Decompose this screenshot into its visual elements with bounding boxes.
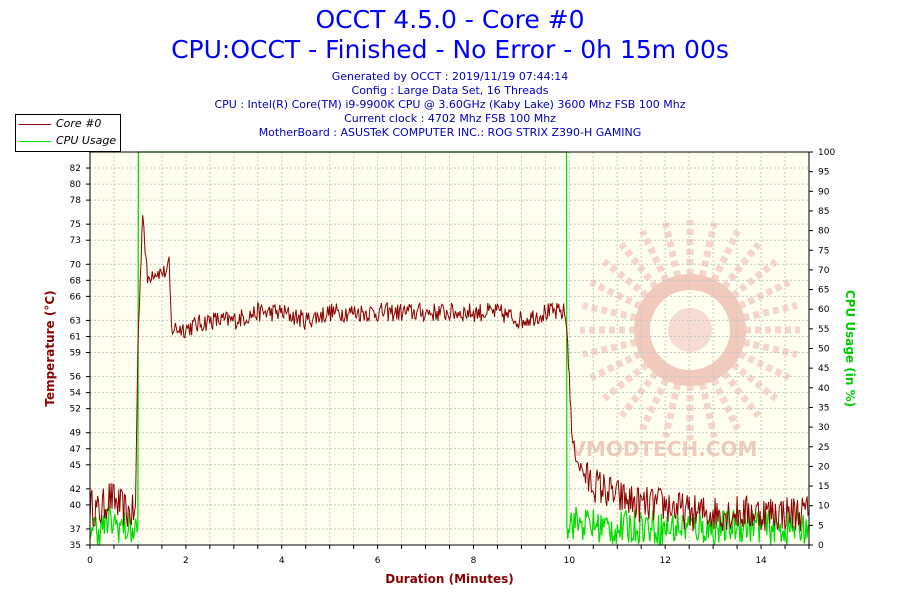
y-right-tick-label: 10 — [818, 502, 830, 512]
x-tick-label: 6 — [375, 556, 381, 566]
y-right-tick-label: 55 — [818, 325, 829, 335]
y-right-tick-label: 95 — [818, 168, 829, 178]
y-right-tick-label: 5 — [818, 521, 824, 531]
y-left-tick-label: 82 — [70, 164, 81, 174]
y-left-tick-label: 42 — [70, 485, 81, 495]
y-left-tick-label: 68 — [70, 276, 82, 286]
y-left-tick-label: 63 — [70, 316, 81, 326]
chart-legend: Core #0 CPU Usage — [15, 114, 121, 152]
x-axis-title: Duration (Minutes) — [385, 572, 513, 586]
y-left-tick-label: 37 — [70, 525, 81, 535]
y-left-axis-title: Temperature (°C) — [43, 290, 57, 406]
y-right-tick-label: 40 — [818, 384, 830, 394]
y-left-tick-label: 61 — [70, 332, 81, 342]
y-left-tick-label: 49 — [70, 429, 82, 439]
legend-item-core0: Core #0 — [16, 116, 120, 132]
info-clock: Current clock : 4702 Mhz FSB 100 Mhz — [344, 112, 556, 125]
y-left-tick-label: 54 — [70, 389, 82, 399]
y-left-tick-label: 56 — [70, 373, 82, 383]
chart-subtitle: CPU:OCCT - Finished - No Error - 0h 15m … — [171, 35, 729, 64]
y-right-tick-label: 20 — [818, 462, 830, 472]
y-left-tick-label: 75 — [70, 220, 81, 230]
legend-swatch-cpu-usage — [19, 141, 51, 142]
x-tick-label: 14 — [755, 556, 767, 566]
info-config: Config : Large Data Set, 16 Threads — [351, 84, 549, 97]
y-right-tick-label: 60 — [818, 305, 830, 315]
y-right-tick-label: 100 — [818, 148, 835, 158]
y-left-tick-label: 47 — [70, 445, 81, 455]
y-left-tick-label: 40 — [70, 501, 82, 511]
series-line-core0 — [89, 215, 810, 532]
y-left-tick-label: 45 — [70, 461, 81, 471]
x-tick-label: 8 — [471, 556, 477, 566]
y-right-tick-label: 50 — [818, 345, 830, 355]
info-motherboard: MotherBoard : ASUSTeK COMPUTER INC.: ROG… — [258, 126, 642, 139]
y-left-tick-label: 66 — [70, 292, 82, 302]
y-right-axis-title: CPU Usage (in %) — [843, 290, 857, 407]
legend-swatch-core0 — [19, 124, 51, 125]
y-right-tick-label: 35 — [818, 403, 829, 413]
y-left-tick-label: 73 — [70, 236, 81, 246]
watermark-gear — [634, 274, 746, 386]
y-right-tick-label: 85 — [818, 207, 829, 217]
x-tick-label: 2 — [183, 556, 189, 566]
y-right-tick-label: 0 — [818, 541, 824, 551]
watermark-hub — [668, 308, 712, 352]
y-right-tick-label: 15 — [818, 482, 829, 492]
x-tick-label: 10 — [564, 556, 576, 566]
y-right-tick-label: 70 — [818, 266, 830, 276]
x-tick-label: 12 — [659, 556, 670, 566]
info-cpu: CPU : Intel(R) Core(TM) i9-9900K CPU @ 3… — [214, 98, 686, 111]
legend-label-cpu-usage: CPU Usage — [56, 134, 117, 147]
legend-item-cpu-usage: CPU Usage — [16, 133, 120, 149]
y-right-tick-label: 45 — [818, 364, 829, 374]
y-right-tick-label: 65 — [818, 286, 829, 296]
y-right-tick-label: 75 — [818, 246, 829, 256]
y-right-tick-label: 30 — [818, 423, 830, 433]
y-right-tick-label: 90 — [818, 187, 830, 197]
y-left-tick-label: 80 — [70, 180, 82, 190]
x-tick-label: 0 — [87, 556, 93, 566]
y-right-tick-label: 80 — [818, 227, 830, 237]
chart-title: OCCT 4.5.0 - Core #0 — [315, 5, 585, 34]
y-right-tick-label: 25 — [818, 443, 829, 453]
y-left-tick-label: 52 — [70, 405, 81, 415]
y-left-tick-label: 59 — [70, 349, 82, 359]
y-left-tick-label: 35 — [70, 541, 81, 551]
info-generated: Generated by OCCT : 2019/11/19 07:44:14 — [331, 70, 569, 83]
legend-label-core0: Core #0 — [56, 117, 102, 130]
y-left-tick-label: 70 — [70, 260, 82, 270]
y-left-tick-label: 78 — [70, 196, 82, 206]
x-tick-label: 4 — [279, 556, 285, 566]
